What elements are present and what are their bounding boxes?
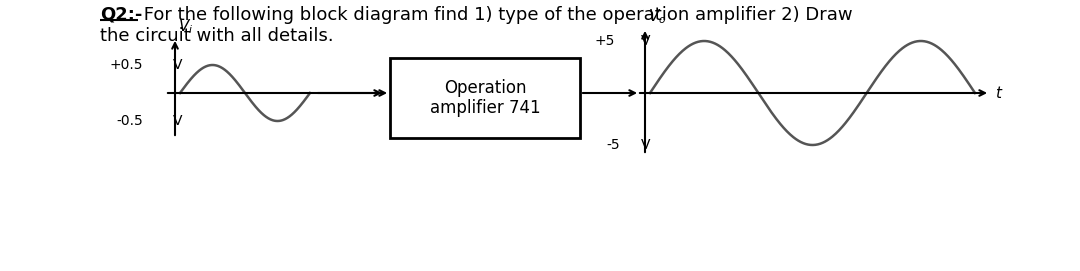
Text: t: t — [995, 85, 1001, 101]
Text: V: V — [642, 138, 650, 152]
Text: For the following block diagram find 1) type of the operation amplifier 2) Draw: For the following block diagram find 1) … — [138, 6, 852, 24]
Text: amplifier 741: amplifier 741 — [430, 99, 540, 117]
Text: $V_i$: $V_i$ — [178, 17, 193, 36]
Text: Q2:-: Q2:- — [100, 6, 143, 24]
Text: +0.5: +0.5 — [109, 58, 143, 72]
Text: +5: +5 — [595, 34, 615, 48]
Text: -5: -5 — [606, 138, 620, 152]
Text: V: V — [173, 58, 183, 72]
Text: V: V — [173, 114, 183, 128]
Text: Operation: Operation — [444, 79, 526, 97]
Bar — [390, 58, 580, 138]
Text: the circuit with all details.: the circuit with all details. — [100, 27, 334, 45]
Text: -0.5: -0.5 — [117, 114, 143, 128]
Text: $V_o$: $V_o$ — [648, 7, 666, 26]
Text: V: V — [642, 34, 650, 48]
